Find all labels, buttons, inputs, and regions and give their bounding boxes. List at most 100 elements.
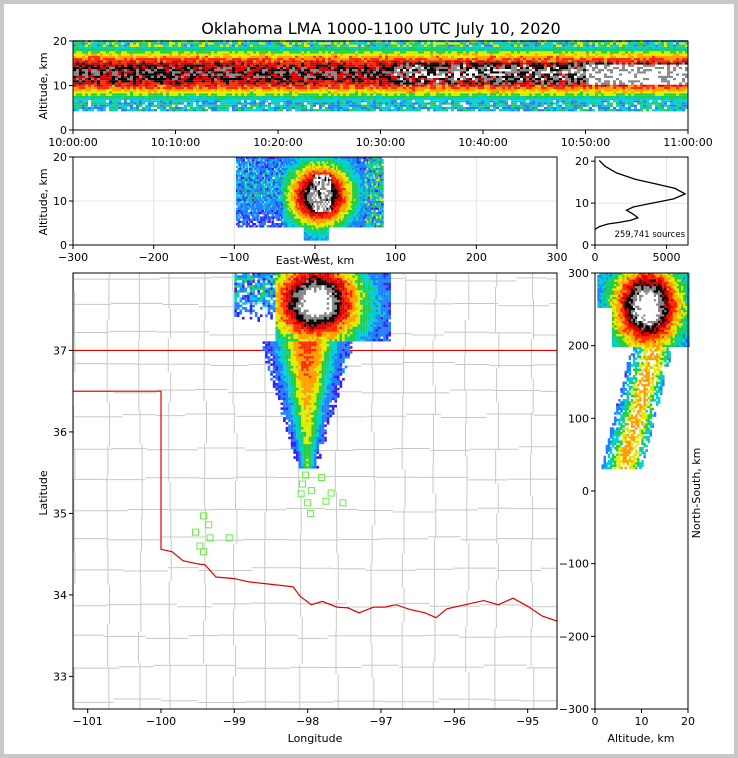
density-cell (442, 42, 445, 45)
density-cell (163, 82, 166, 85)
density-cell (397, 64, 400, 67)
density-cell (106, 80, 109, 83)
density-cell (250, 91, 253, 94)
density-cell (268, 109, 271, 112)
density-cell (181, 77, 184, 81)
density-cell (133, 60, 136, 63)
density-cell (235, 75, 238, 78)
density-cell (271, 55, 274, 58)
density-cell (334, 46, 337, 50)
density-cell (472, 57, 475, 61)
density-cell (370, 55, 373, 58)
density-cell (238, 66, 241, 70)
density-cell (298, 104, 301, 107)
density-cell (487, 62, 490, 65)
density-cell (304, 49, 307, 52)
density-cell (310, 44, 313, 47)
density-cell (148, 49, 151, 52)
density-cell (538, 104, 541, 107)
density-cell (430, 89, 433, 92)
density-cell (376, 55, 379, 58)
density-cell (88, 95, 91, 98)
density-cell (409, 86, 412, 90)
density-cell (127, 91, 130, 94)
density-cell (115, 109, 118, 112)
density-cell (295, 109, 298, 112)
density-cell (391, 55, 394, 58)
density-cell (520, 53, 523, 56)
density-cell (310, 71, 313, 74)
density-cell (442, 102, 445, 105)
density-cell (118, 57, 121, 61)
density-cell (244, 86, 247, 90)
density-cell (412, 42, 415, 45)
density-cell (271, 42, 274, 45)
density-cell (106, 93, 109, 96)
density-cell (400, 86, 403, 90)
density-cell (484, 51, 487, 54)
density-cell (520, 51, 523, 54)
density-cell (154, 97, 157, 101)
density-cell (436, 51, 439, 54)
density-cell (199, 75, 202, 78)
density-cell (520, 46, 523, 50)
density-cell (493, 89, 496, 92)
density-cell (169, 57, 172, 61)
density-cell (382, 75, 385, 78)
density-cell (496, 100, 499, 103)
density-cell (142, 106, 145, 110)
density-cell (226, 46, 229, 50)
density-cell (271, 102, 274, 105)
density-cell (121, 80, 124, 83)
density-cell (496, 104, 499, 107)
density-cell (493, 64, 496, 67)
density-cell (184, 62, 187, 65)
density-cell (220, 69, 223, 72)
density-cell (511, 51, 514, 54)
density-cell (301, 93, 304, 96)
density-cell (520, 100, 523, 103)
density-cell (316, 49, 319, 52)
density-cell (343, 89, 346, 92)
density-cell (448, 57, 451, 61)
density-cell (220, 86, 223, 90)
density-cell (106, 77, 109, 81)
density-cell (451, 64, 454, 67)
density-cell (406, 46, 409, 50)
density-cell (484, 46, 487, 50)
density-cell (472, 100, 475, 103)
density-cell (151, 44, 154, 47)
density-cell (403, 100, 406, 103)
density-cell (112, 93, 115, 96)
density-cell (169, 55, 172, 58)
density-cell (403, 82, 406, 85)
density-cell (451, 42, 454, 45)
density-cell (523, 84, 526, 87)
density-cell (535, 60, 538, 63)
density-cell (229, 97, 232, 101)
density-cell (433, 106, 436, 110)
density-cell (232, 55, 235, 58)
density-cell (355, 95, 358, 98)
density-cell (484, 102, 487, 105)
density-cell (508, 51, 511, 54)
density-cell (79, 69, 82, 72)
density-cell (85, 51, 88, 54)
density-cell (208, 97, 211, 101)
density-cell (142, 51, 145, 54)
density-cell (331, 53, 334, 56)
density-cell (520, 89, 523, 92)
density-cell (157, 42, 160, 45)
density-cell (322, 104, 325, 107)
density-cell (481, 66, 484, 70)
density-cell (253, 51, 256, 54)
density-cell (217, 89, 220, 92)
density-cell (286, 102, 289, 105)
density-cell (193, 91, 196, 94)
density-cell (289, 80, 292, 83)
density-cell (493, 57, 496, 61)
density-cell (307, 91, 310, 94)
density-cell (538, 44, 541, 47)
density-cell (187, 64, 190, 67)
density-cell (355, 109, 358, 112)
